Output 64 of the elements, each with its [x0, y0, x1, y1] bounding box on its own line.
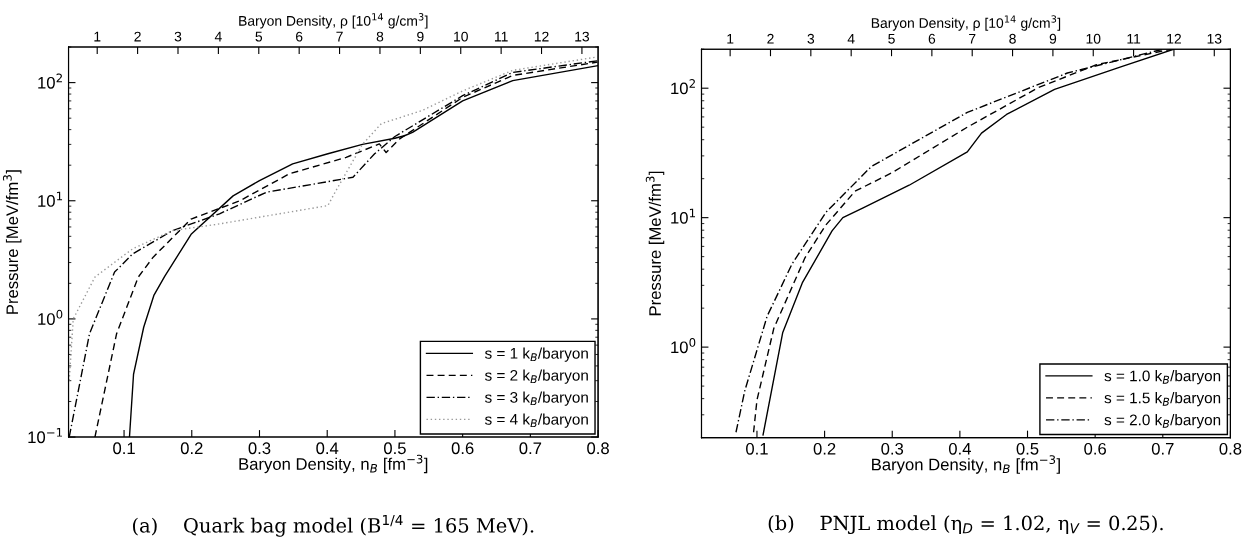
x2-tick-label: 3 — [174, 31, 182, 42]
x2-tick-label: 6 — [928, 33, 936, 44]
x2-tick-label: 5 — [888, 34, 895, 44]
y-tick-label: 10$^{1}$ — [38, 191, 63, 207]
x2-tick-label: 7 — [969, 34, 976, 44]
legend-label: s = 2.0 k$_{B}$/baryon — [1104, 414, 1221, 429]
x-tick-label: 0.4 — [948, 442, 971, 455]
x2-tick-label: 11 — [494, 31, 508, 42]
legend-label: s = 2 k$_{B}$/baryon — [484, 369, 588, 384]
x2-tick-label: 6 — [296, 31, 303, 42]
y-axis-title: Pressure [MeV/fm$^{3}$] — [645, 171, 665, 316]
x2-tick-label: 2 — [134, 31, 141, 42]
legend-label: s = 1 k$_{B}$/baryon — [484, 347, 588, 362]
x-tick-label: 0.4 — [316, 442, 339, 455]
y-tick-label: 10$^{0}$ — [38, 309, 63, 325]
x2-tick-label: 10 — [1086, 33, 1101, 44]
y-tick-label: 10$^{0}$ — [671, 337, 696, 354]
legend-label: s = 4 k$_{B}$/baryon — [484, 413, 588, 428]
x2-tick-label: 1 — [727, 34, 734, 44]
y-tick-label: 10$^{1}$ — [671, 208, 696, 224]
x-tick-label: 0.5 — [1016, 442, 1039, 455]
x-tick-label: 0.3 — [248, 442, 271, 455]
x2-tick-label: 9 — [1049, 33, 1057, 44]
x2-tick-label: 9 — [417, 31, 424, 42]
legend-label: s = 1.0 k$_{B}$/baryon — [1104, 370, 1221, 385]
x-axis-title: Baryon Density, n$_{B}$ [fm$^{−3}$] — [239, 454, 428, 474]
x-tick-label: 0.2 — [180, 442, 203, 455]
y-axis-title: Pressure [MeV/fm$^{3}$] — [2, 170, 22, 314]
x2-tick-label: 12 — [1167, 33, 1181, 44]
x2-tick-label: 13 — [1207, 33, 1222, 44]
x2-tick-label: 12 — [534, 31, 549, 42]
x2-tick-label: 7 — [336, 31, 343, 42]
x2-tick-label: 8 — [376, 31, 384, 42]
y-tick-label: 10$^{2}$ — [671, 79, 695, 95]
x2-axis-title: Baryon Density, ρ [10$^{14}$ g/cm$^{3}$] — [239, 13, 428, 29]
x-tick-label: 0.7 — [519, 442, 542, 455]
x-tick-label: 0.3 — [881, 442, 904, 455]
legend-label: s = 3 k$_{B}$/baryon — [484, 391, 588, 406]
x-tick-label: 0.2 — [813, 442, 836, 455]
x2-tick-label: 4 — [847, 34, 855, 44]
text: (b) PNJL model (η$_{D}$ = 1.02, η$_{V}$ = 0.25). — [768, 515, 1163, 535]
x-axis-title: Baryon Density, n$_{B}$ [fm$^{−3}$] — [872, 455, 1060, 474]
x2-tick-label: 3 — [807, 33, 815, 44]
x2-tick-label: 10 — [454, 31, 468, 42]
x-tick-label: 0.1 — [113, 442, 135, 455]
legend-label: s = 1.5 k$_{B}$/baryon — [1104, 392, 1221, 407]
x2-tick-label: 11 — [1127, 34, 1141, 44]
x-tick-label: 0.7 — [1151, 442, 1174, 455]
x-tick-label: 0.5 — [384, 442, 406, 455]
y-tick-label: 10$^{−1}$ — [28, 428, 62, 444]
x-tick-label: 0.1 — [746, 442, 768, 455]
text: (a) Quark bag model (B$^{1/4}$ = 165 MeV). — [133, 515, 534, 537]
y-tick-label: 10$^{2}$ — [38, 73, 62, 89]
x2-axis-title: Baryon Density, ρ [10$^{14}$ g/cm$^{3}$] — [871, 15, 1061, 31]
x-tick-label: 0.8 — [1219, 442, 1242, 455]
x-tick-label: 0.6 — [451, 442, 474, 455]
x2-tick-label: 13 — [575, 31, 590, 42]
x2-tick-label: 5 — [255, 31, 263, 42]
x2-tick-label: 4 — [214, 31, 222, 42]
x2-tick-label: 2 — [767, 33, 774, 44]
x-tick-label: 0.6 — [1084, 442, 1106, 455]
x2-tick-label: 1 — [94, 31, 101, 42]
x-tick-label: 0.8 — [587, 442, 609, 455]
x2-tick-label: 8 — [1009, 33, 1016, 44]
